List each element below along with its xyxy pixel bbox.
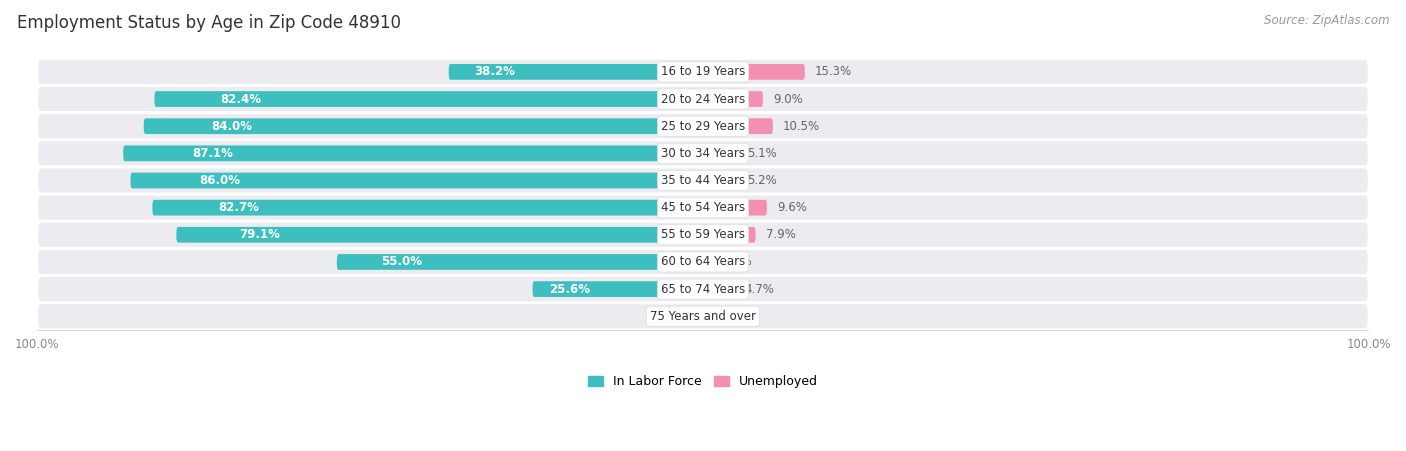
FancyBboxPatch shape bbox=[37, 113, 1369, 139]
Text: 75 Years and over: 75 Years and over bbox=[650, 310, 756, 323]
Text: 45 to 54 Years: 45 to 54 Years bbox=[661, 201, 745, 214]
FancyBboxPatch shape bbox=[703, 91, 763, 107]
Text: 25.6%: 25.6% bbox=[550, 283, 591, 295]
Text: 65 to 74 Years: 65 to 74 Years bbox=[661, 283, 745, 295]
Text: 30 to 34 Years: 30 to 34 Years bbox=[661, 147, 745, 160]
FancyBboxPatch shape bbox=[37, 140, 1369, 166]
FancyBboxPatch shape bbox=[131, 173, 703, 189]
FancyBboxPatch shape bbox=[703, 146, 737, 161]
FancyBboxPatch shape bbox=[703, 64, 804, 80]
Text: 82.4%: 82.4% bbox=[221, 92, 262, 106]
Text: 0.0%: 0.0% bbox=[713, 310, 742, 323]
Text: 4.7%: 4.7% bbox=[744, 283, 775, 295]
FancyBboxPatch shape bbox=[449, 64, 703, 80]
Text: 7.9%: 7.9% bbox=[766, 228, 796, 241]
FancyBboxPatch shape bbox=[703, 173, 738, 189]
FancyBboxPatch shape bbox=[703, 227, 755, 243]
FancyBboxPatch shape bbox=[37, 86, 1369, 112]
FancyBboxPatch shape bbox=[124, 146, 703, 161]
Text: Employment Status by Age in Zip Code 48910: Employment Status by Age in Zip Code 489… bbox=[17, 14, 401, 32]
FancyBboxPatch shape bbox=[143, 118, 703, 134]
FancyBboxPatch shape bbox=[703, 118, 773, 134]
Text: 5.1%: 5.1% bbox=[747, 147, 776, 160]
FancyBboxPatch shape bbox=[37, 167, 1369, 193]
Legend: In Labor Force, Unemployed: In Labor Force, Unemployed bbox=[583, 370, 823, 393]
Text: 84.0%: 84.0% bbox=[211, 120, 252, 133]
FancyBboxPatch shape bbox=[37, 276, 1369, 302]
FancyBboxPatch shape bbox=[703, 281, 734, 297]
Text: 9.6%: 9.6% bbox=[778, 201, 807, 214]
Text: 38.2%: 38.2% bbox=[474, 65, 515, 78]
FancyBboxPatch shape bbox=[37, 59, 1369, 85]
Text: 60 to 64 Years: 60 to 64 Years bbox=[661, 255, 745, 268]
Text: Source: ZipAtlas.com: Source: ZipAtlas.com bbox=[1264, 14, 1389, 27]
FancyBboxPatch shape bbox=[37, 303, 1369, 329]
FancyBboxPatch shape bbox=[533, 281, 703, 297]
Text: 35 to 44 Years: 35 to 44 Years bbox=[661, 174, 745, 187]
Text: 82.7%: 82.7% bbox=[218, 201, 259, 214]
FancyBboxPatch shape bbox=[703, 254, 713, 270]
FancyBboxPatch shape bbox=[152, 200, 703, 216]
FancyBboxPatch shape bbox=[37, 249, 1369, 275]
Text: 79.1%: 79.1% bbox=[239, 228, 280, 241]
Text: 25 to 29 Years: 25 to 29 Years bbox=[661, 120, 745, 133]
FancyBboxPatch shape bbox=[703, 200, 766, 216]
FancyBboxPatch shape bbox=[37, 222, 1369, 248]
Text: 10.5%: 10.5% bbox=[783, 120, 820, 133]
Text: 9.0%: 9.0% bbox=[773, 92, 803, 106]
FancyBboxPatch shape bbox=[37, 195, 1369, 221]
Text: 20 to 24 Years: 20 to 24 Years bbox=[661, 92, 745, 106]
FancyBboxPatch shape bbox=[176, 227, 703, 243]
Text: 15.3%: 15.3% bbox=[815, 65, 852, 78]
FancyBboxPatch shape bbox=[337, 254, 703, 270]
Text: 16 to 19 Years: 16 to 19 Years bbox=[661, 65, 745, 78]
Text: 55 to 59 Years: 55 to 59 Years bbox=[661, 228, 745, 241]
Text: 55.0%: 55.0% bbox=[381, 255, 422, 268]
Text: 1.3%: 1.3% bbox=[655, 310, 685, 323]
FancyBboxPatch shape bbox=[695, 308, 703, 324]
FancyBboxPatch shape bbox=[155, 91, 703, 107]
Text: 5.2%: 5.2% bbox=[748, 174, 778, 187]
Text: 87.1%: 87.1% bbox=[193, 147, 233, 160]
Text: 1.5%: 1.5% bbox=[723, 255, 752, 268]
Text: 86.0%: 86.0% bbox=[200, 174, 240, 187]
